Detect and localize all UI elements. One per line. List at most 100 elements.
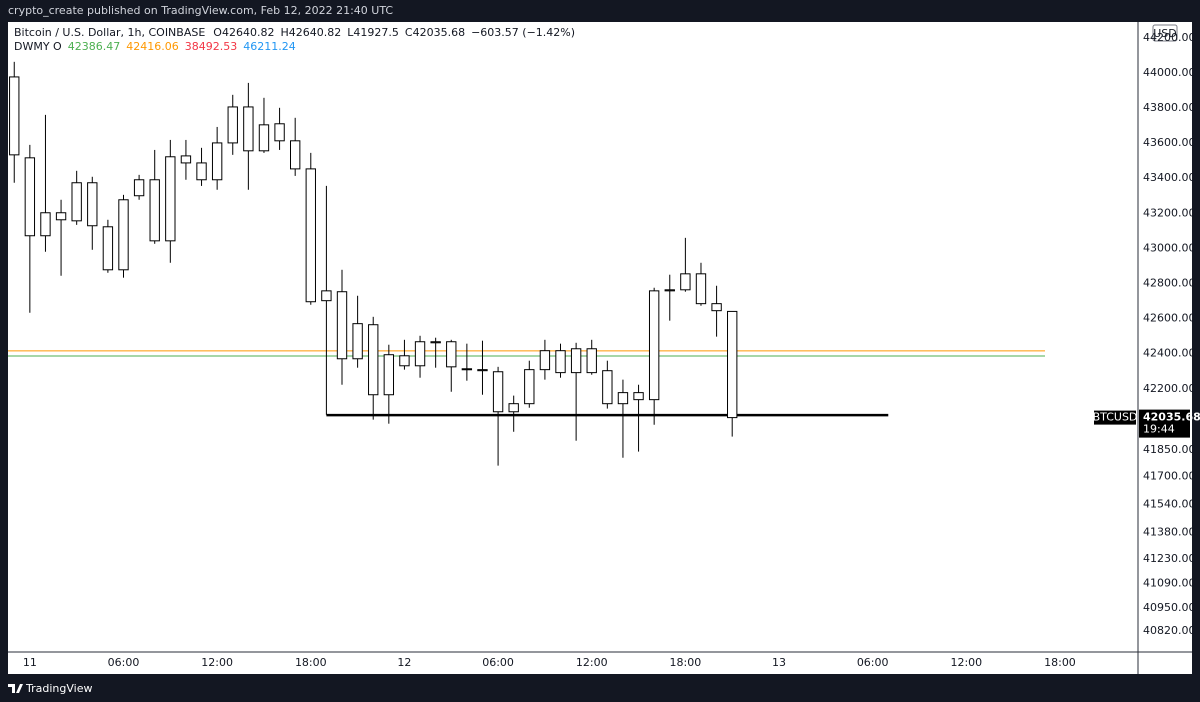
symbol-tag-text: BTCUSD xyxy=(1093,411,1138,424)
ohlc-label: L xyxy=(347,26,354,39)
candle-body xyxy=(570,348,582,374)
currency[interactable]: USD xyxy=(1153,27,1177,40)
candle-body xyxy=(461,368,473,371)
candle-body xyxy=(539,350,551,371)
candle-body xyxy=(399,355,410,367)
candle-body xyxy=(695,273,707,305)
y-tick-label: 44200.00 xyxy=(1143,31,1196,44)
candle-body xyxy=(243,106,254,152)
candle-body xyxy=(196,162,207,181)
candle-body xyxy=(414,341,426,367)
candle-body xyxy=(133,179,145,197)
y-tick-label: 41380.00 xyxy=(1143,526,1196,539)
candle-body xyxy=(602,370,613,405)
x-tick-label: 06:00 xyxy=(108,656,140,669)
candle-body xyxy=(71,182,82,222)
countdown: 19:44 xyxy=(1143,423,1175,436)
candle-body xyxy=(727,310,738,419)
candle-body xyxy=(9,76,20,156)
indicator-name: DWMY O xyxy=(14,40,62,53)
candle-body xyxy=(118,199,129,271)
candle-body xyxy=(680,273,691,291)
y-tick-label: 41850.00 xyxy=(1143,443,1196,456)
candle-body xyxy=(321,290,332,302)
candle-body xyxy=(87,182,98,227)
candle-body xyxy=(586,348,597,374)
ohlc-value: 41927.5 xyxy=(353,26,399,39)
price-tag-text: 42035.68 xyxy=(1143,411,1200,424)
x-tick-label: 11 xyxy=(23,656,37,669)
candle-body xyxy=(477,369,488,372)
ohlc-label: C xyxy=(405,26,413,39)
symbol: Bitcoin / U.S. Dollar, 1h, COINBASE xyxy=(14,26,205,39)
candle-body xyxy=(290,140,301,170)
y-tick-label: 41700.00 xyxy=(1143,470,1196,483)
candle-body xyxy=(352,323,363,360)
indicator-value: 38492.53 xyxy=(185,40,238,53)
x-tick-label: 13 xyxy=(772,656,786,669)
x-tick-label: 18:00 xyxy=(1044,656,1076,669)
candle-body xyxy=(149,179,160,242)
y-tick-label: 40820.00 xyxy=(1143,624,1196,637)
candle-body xyxy=(524,369,535,405)
candle-body xyxy=(633,392,644,401)
candle-body xyxy=(617,392,629,405)
candle-body xyxy=(383,354,395,396)
publish-header: crypto_create published on TradingView.c… xyxy=(8,4,393,17)
y-tick-label: 43200.00 xyxy=(1143,206,1196,219)
ohlc-label: H xyxy=(280,26,288,39)
indicator-value: 42416.06 xyxy=(126,40,179,53)
x-tick-label: 06:00 xyxy=(482,656,514,669)
y-tick-label: 42400.00 xyxy=(1143,347,1196,360)
change: −603.57 (−1.42%) xyxy=(471,26,575,39)
candle-body xyxy=(711,303,722,312)
candle-body xyxy=(274,123,285,142)
candle-body xyxy=(368,324,379,396)
footer-logo xyxy=(8,684,23,693)
y-tick-label: 41230.00 xyxy=(1143,552,1196,565)
footer-brand: TradingView xyxy=(25,682,92,695)
candle-body xyxy=(211,142,223,181)
currency-box[interactable] xyxy=(1152,24,1178,42)
y-tick-label: 43600.00 xyxy=(1143,136,1196,149)
y-tick-label: 41540.00 xyxy=(1143,498,1196,511)
y-tick-label: 40950.00 xyxy=(1143,601,1196,614)
x-tick-label: 12:00 xyxy=(576,656,608,669)
candle-body xyxy=(102,226,114,271)
candle-body xyxy=(555,350,566,374)
candle-body xyxy=(227,106,238,144)
chart-area xyxy=(8,22,1192,674)
x-tick-label: 12 xyxy=(397,656,411,669)
y-tick-label: 43000.00 xyxy=(1143,241,1196,254)
candle-body xyxy=(40,212,51,237)
indicator-value: 42386.47 xyxy=(68,40,121,53)
ohlc-label: O xyxy=(213,26,222,39)
candle-body xyxy=(55,212,67,221)
y-tick-label: 42800.00 xyxy=(1143,276,1196,289)
y-tick-label: 43400.00 xyxy=(1143,171,1196,184)
candle-body xyxy=(430,341,441,344)
candle-body xyxy=(648,290,660,401)
symbol-tag xyxy=(1094,410,1136,425)
y-tick-label: 41090.00 xyxy=(1143,577,1196,590)
candle-body xyxy=(446,341,457,368)
ohlc-value: 42640.82 xyxy=(289,26,342,39)
x-tick-label: 12:00 xyxy=(201,656,233,669)
legend-line: Bitcoin / U.S. Dollar, 1h, COINBASE O4264… xyxy=(14,26,575,39)
candle-body xyxy=(664,289,675,292)
y-tick-label: 42200.00 xyxy=(1143,382,1196,395)
y-tick-label: 44000.00 xyxy=(1143,66,1196,79)
price-tag xyxy=(1139,409,1190,438)
x-tick-label: 12:00 xyxy=(950,656,982,669)
y-tick-label: 42600.00 xyxy=(1143,312,1196,325)
plot xyxy=(8,61,1045,466)
ohlc-value: 42640.82 xyxy=(222,26,275,39)
x-tick-label: 06:00 xyxy=(857,656,889,669)
candle-body xyxy=(258,124,270,152)
candle-body xyxy=(165,156,176,242)
candle-body xyxy=(24,157,36,237)
x-tick-label: 18:00 xyxy=(670,656,702,669)
candle-body xyxy=(305,168,316,303)
